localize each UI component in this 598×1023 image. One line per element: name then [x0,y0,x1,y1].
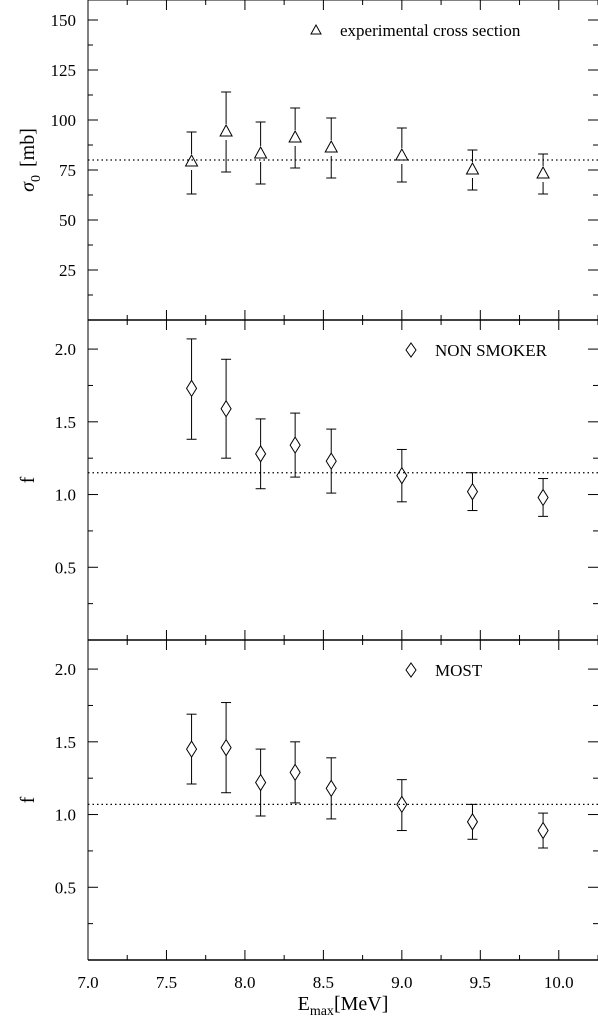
x-axis-title-unit: [MeV] [334,993,388,1015]
diamond-marker [396,466,408,485]
panel-3: 7.0 7.5 8.0 8.5 9.0 9.5 10.0 0.5 1.0 1.5 2.0 MOST f [17,640,598,992]
x-tick-label: 7.0 [77,973,98,992]
diamond-marker [466,482,479,501]
y-tick-label: 100 [51,111,77,130]
data-point [325,428,337,494]
triangle-marker [324,139,339,153]
data-point [466,472,479,512]
data-point [536,153,550,195]
diamond-marker [255,444,267,463]
data-point [325,757,337,820]
diamond-marker [255,773,267,792]
diamond-marker [220,399,232,418]
data-point [465,149,480,191]
diamond-marker [396,795,408,814]
legend-diamond-marker [405,342,417,358]
y-axis-title-subscript: 0 [29,175,44,182]
panel-1: 25 50 75 100 125 150 experimental cross sectio… [17,0,598,321]
triangle-marker [465,161,480,175]
diamond-marker [537,821,549,840]
y-axis-title: f [17,476,39,483]
y-tick-label: 2.0 [55,340,76,359]
diamond-marker [185,740,198,759]
y-axis-title: f [17,796,39,803]
data-point [220,702,232,794]
x-axis-title-main: E [298,993,310,1015]
triangle-marker [253,145,268,159]
triangle-marker [184,153,199,167]
y-tick-label: 25 [59,261,76,280]
triangle-marker [536,165,550,179]
data-point [466,803,479,840]
legend-triangle-marker [310,23,322,35]
data-point [185,713,198,785]
x-tick-label: 10.0 [544,973,574,992]
data-point [537,812,549,849]
data-point [219,91,233,173]
triangle-marker [288,129,302,143]
legend: experimental cross section [310,21,521,40]
data-point [289,741,301,804]
x-axis-title-subscript: max [310,1004,334,1019]
x-tick-label: 7.5 [156,973,177,992]
diamond-marker [289,436,301,455]
data-point [185,338,198,440]
diamond-marker [466,812,479,831]
x-tick-label: 8.0 [234,973,255,992]
legend-label: experimental cross section [340,21,521,40]
y-tick-label: 1.0 [55,486,76,505]
diamond-marker [325,452,337,471]
diamond-marker [220,738,232,757]
data-point [537,478,549,517]
panel-2: 0.5 1.0 1.5 2.0 NON SMOKER f [17,320,598,641]
data-point [253,121,268,185]
legend-label: NON SMOKER [435,341,548,360]
data-point [289,412,301,478]
triangle-marker [219,123,233,137]
y-tick-label: 150 [51,11,77,30]
x-tick-label: 8.5 [313,973,334,992]
y-axis-title-symbol: σ [17,181,39,192]
triangle-marker [395,147,409,161]
data-point [396,779,408,832]
data-point [220,358,232,459]
y-tick-label: 50 [59,211,76,230]
y-tick-label: 1.0 [55,806,76,825]
diamond-marker [289,763,301,782]
diamond-marker [325,779,337,798]
data-point [255,748,267,817]
data-point [184,131,199,195]
data-point [395,127,409,183]
y-tick-label: 1.5 [55,413,76,432]
x-tick-label: 9.0 [391,973,412,992]
y-tick-label: 1.5 [55,733,76,752]
diamond-marker [537,488,549,507]
y-axis-title-unit: [mb] [17,128,39,167]
legend: MOST [405,661,483,680]
y-axis-title: σ0 [mb] [17,128,44,192]
y-tick-label: 2.0 [55,660,76,679]
data-point [324,117,339,179]
data-point [255,418,267,490]
legend-diamond-marker [405,662,417,678]
data-point [288,107,302,169]
y-tick-label: 75 [59,161,76,180]
diamond-marker [185,379,198,398]
x-tick-label: 9.5 [470,973,491,992]
legend-label: MOST [435,661,483,680]
y-tick-label: 0.5 [55,558,76,577]
data-point [396,448,408,503]
legend: NON SMOKER [405,341,548,360]
x-axis-title: Emax[MeV] [298,993,389,1019]
y-tick-label: 125 [51,61,77,80]
y-tick-label: 0.5 [55,878,76,897]
